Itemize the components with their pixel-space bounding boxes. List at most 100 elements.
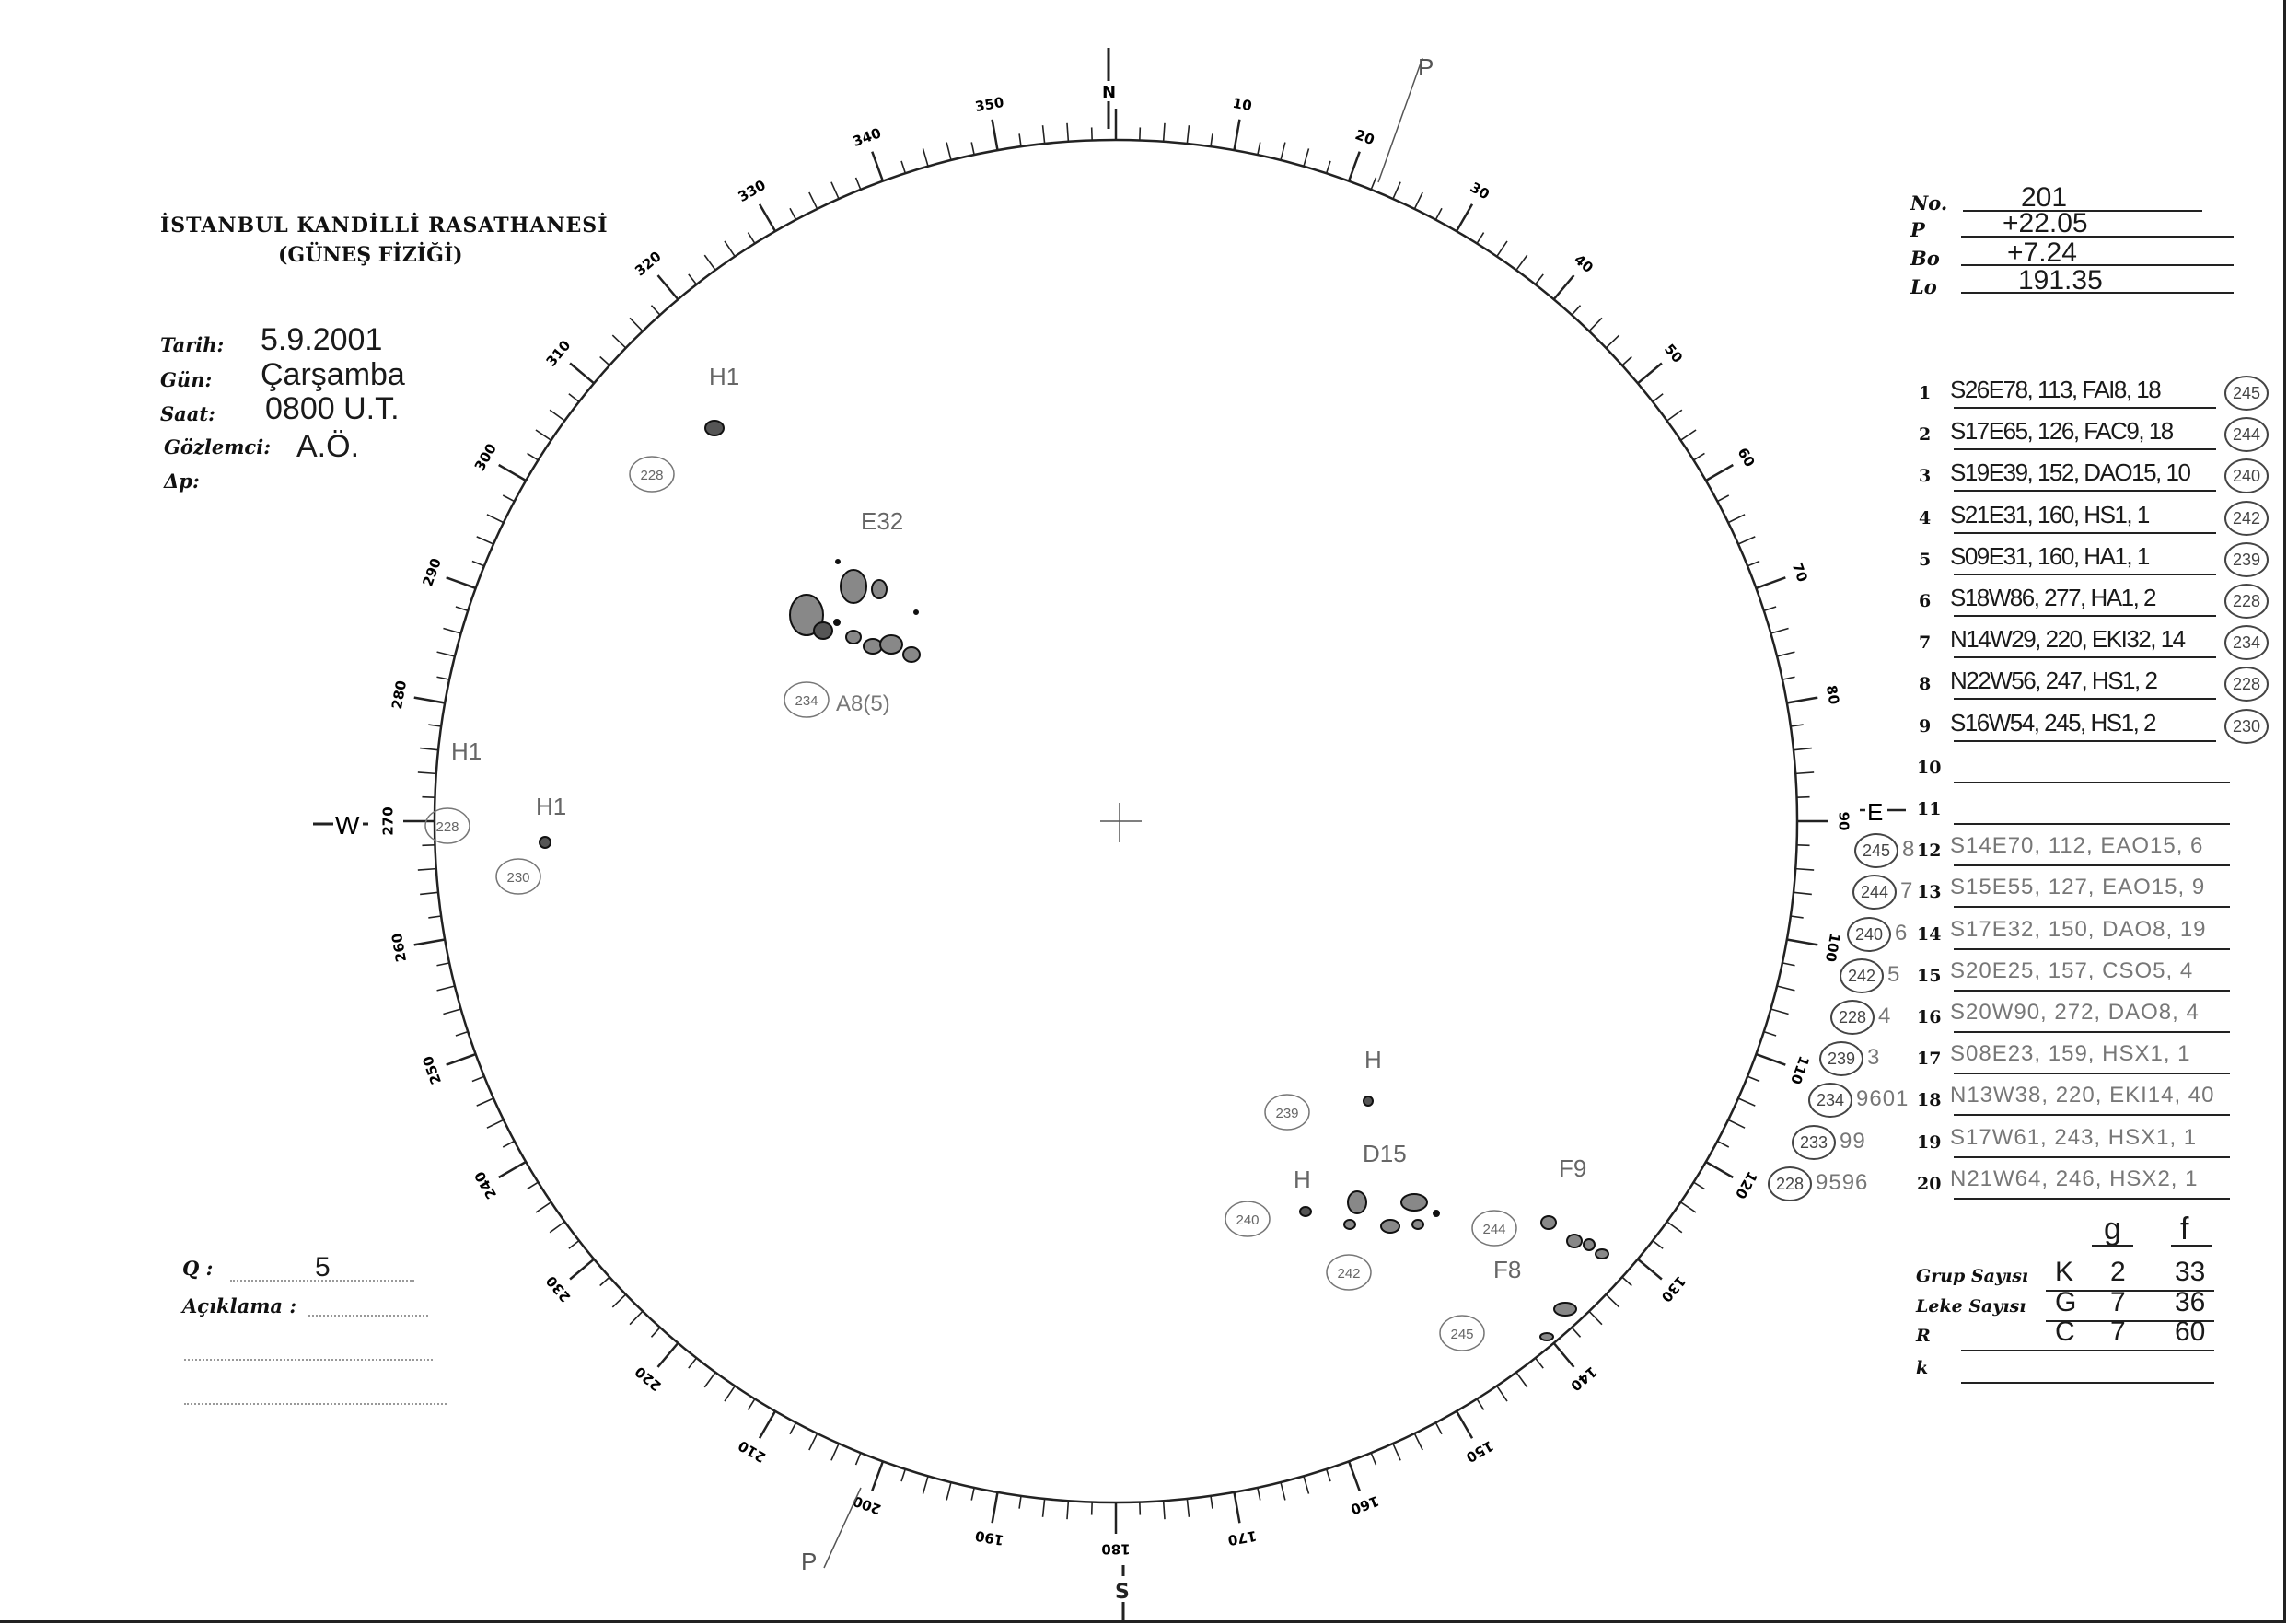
- degree-tick: [724, 1386, 736, 1402]
- degree-tick: [1233, 1491, 1241, 1524]
- group-annotation-label: H: [1364, 1046, 1382, 1073]
- degree-label: 200: [851, 1492, 884, 1518]
- degree-label: 320: [632, 248, 665, 279]
- summary-label: k: [1916, 1358, 1929, 1378]
- degree-label: 180: [1101, 1541, 1130, 1558]
- degree-label: 300: [471, 441, 500, 474]
- degree-tick: [703, 254, 716, 271]
- group-row-number: 8: [1919, 674, 1932, 695]
- degree-tick: [922, 1476, 929, 1494]
- p-angle-label: P: [1910, 218, 1925, 241]
- degree-tick: [1786, 696, 1818, 704]
- degree-tick: [1571, 1327, 1582, 1338]
- time-value: 0800 U.T.: [265, 391, 400, 426]
- degree-tick: [428, 724, 442, 727]
- degree-label: 170: [1226, 1527, 1258, 1549]
- group-row-text: N14W29, 220, EKI32, 14: [1950, 625, 2186, 654]
- degree-tick: [1280, 142, 1286, 161]
- degree-tick: [1233, 119, 1241, 151]
- degree-tick: [569, 1258, 595, 1281]
- group-row-line: [1954, 407, 2216, 409]
- group-row-line: [1954, 448, 2216, 451]
- group-row-text: S09E31, 160, HA1, 1: [1950, 541, 2150, 570]
- group-extra-number: 6: [1895, 920, 1909, 945]
- group-row-line: [1954, 531, 2216, 534]
- degree-tick: [900, 1468, 907, 1482]
- degree-tick: [502, 494, 515, 503]
- lo-line: [1961, 292, 2234, 294]
- degree-label: 210: [736, 1437, 769, 1466]
- degree-tick: [1605, 1293, 1620, 1308]
- degree-label: 160: [1349, 1492, 1382, 1518]
- group-row-number: 3: [1919, 466, 1932, 487]
- group-row-line: [1954, 1197, 2230, 1200]
- south-label: S: [1115, 1581, 1130, 1604]
- rotation-axis-south: [823, 1487, 862, 1569]
- degree-tick: [417, 867, 436, 871]
- group-code-circle: 228: [2224, 584, 2269, 619]
- degree-tick: [1776, 651, 1795, 657]
- group-code-circle: 239: [2224, 541, 2269, 577]
- degree-tick: [1041, 125, 1046, 145]
- degree-tick: [413, 938, 446, 946]
- group-annotation-label: H1: [536, 793, 566, 820]
- group-row-text: S17E32, 150, DAO8, 19: [1950, 916, 2207, 942]
- group-extra-number: 9601: [1856, 1086, 1910, 1112]
- degree-tick: [970, 1487, 975, 1501]
- group-row-line: [1954, 698, 2216, 701]
- summary-line: [1961, 1350, 2214, 1351]
- degree-tick: [568, 393, 580, 403]
- degree-tick: [535, 429, 551, 441]
- degree-tick: [1455, 203, 1474, 232]
- degree-tick: [1515, 254, 1528, 271]
- degree-tick: [1795, 771, 1815, 775]
- degree-tick: [854, 177, 862, 191]
- degree-tick: [1162, 1501, 1166, 1520]
- degree-ticks: [403, 109, 1828, 1534]
- group-code-circle: [1471, 1210, 1517, 1247]
- aciklama-line-3: [184, 1403, 447, 1405]
- group-row-number: 5: [1919, 549, 1932, 570]
- group-code-text: 228: [435, 819, 459, 835]
- summary-label: R: [1916, 1326, 1931, 1346]
- summary-g-value: 2: [2110, 1257, 2126, 1287]
- degree-tick: [549, 409, 565, 422]
- degree-tick: [1455, 1410, 1474, 1439]
- group-row-number: 20: [1917, 1173, 1942, 1194]
- group-extra-number: 7: [1900, 878, 1914, 904]
- number-label: No.: [1910, 191, 1948, 215]
- degree-tick: [1717, 1140, 1730, 1148]
- degree-tick: [1666, 1221, 1683, 1234]
- degree-tick: [455, 606, 469, 612]
- degree-tick: [1782, 676, 1795, 680]
- degree-tick: [1496, 1386, 1508, 1402]
- degree-tick: [1776, 985, 1795, 992]
- group-code-circle: 244: [2224, 417, 2269, 453]
- group-row-text: S19E39, 152, DAO15, 10: [1950, 458, 2191, 487]
- observatory-subtitle: (GÜNEŞ FİZİĞİ): [278, 243, 463, 267]
- degree-tick: [1680, 1201, 1697, 1213]
- degree-tick: [1680, 429, 1697, 441]
- rotation-axis-north: [1377, 57, 1423, 183]
- group-code-circle: 228: [1830, 1000, 1875, 1035]
- degree-tick: [1413, 1433, 1423, 1451]
- time-label: Saat:: [160, 402, 215, 425]
- sunspot-group-f8: [1539, 1302, 1577, 1341]
- degree-tick: [1727, 1119, 1746, 1129]
- degree-tick: [1392, 1443, 1401, 1461]
- degree-tick: [946, 142, 952, 161]
- sunspot-group-f9: [1540, 1215, 1609, 1259]
- group-code-circle: [1439, 1315, 1485, 1351]
- group-row-text: S16W54, 245, HS1, 2: [1950, 708, 2156, 737]
- group-code-circle: [424, 807, 470, 844]
- degree-tick: [1747, 560, 1760, 567]
- degree-tick: [498, 463, 527, 482]
- observatory-title: İSTANBUL KANDİLLİ RASATHANESİ: [160, 214, 609, 238]
- degree-labels: 10 20 30 40 50 60 70 80 90 100 110 120 130 140 150 160 1…: [380, 94, 1852, 1558]
- degree-tick: [1763, 1030, 1777, 1037]
- group-annotation-label: F9: [1559, 1154, 1586, 1182]
- group-row-text: N22W56, 247, HS1, 2: [1950, 667, 2158, 695]
- col-f-line: [2171, 1245, 2212, 1247]
- degree-tick: [1705, 1160, 1734, 1179]
